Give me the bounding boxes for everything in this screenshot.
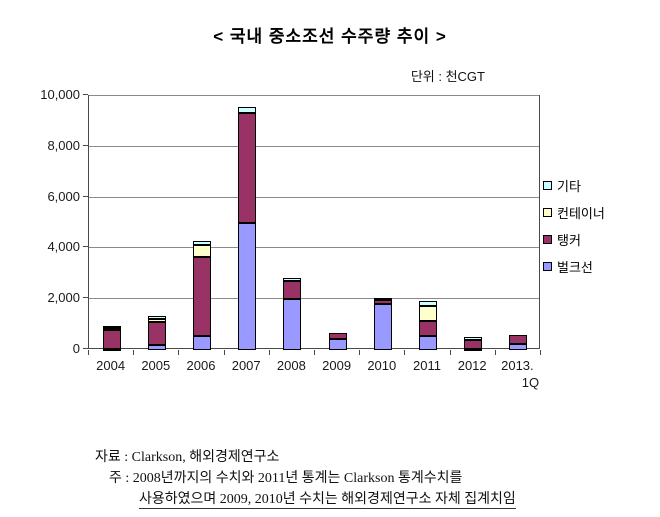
x-axis-label: 2010 <box>367 358 397 373</box>
bar-segment-탱커 <box>283 281 302 300</box>
gridline <box>89 298 539 300</box>
y-axis-tick <box>83 94 88 95</box>
bar-segment-탱커 <box>328 333 347 339</box>
bar-segment-벌크선 <box>373 304 392 350</box>
bar-segment-탱커 <box>238 112 257 223</box>
source-note: 자료 : Clarkson, 해외경제연구소 <box>95 450 280 465</box>
legend-swatch <box>543 262 552 271</box>
y-axis-label: 0 <box>72 341 80 356</box>
y-axis-label: 10,000 <box>40 87 80 102</box>
bar-segment-기타 <box>102 325 121 329</box>
bar-segment-탱커 <box>193 257 211 337</box>
bar-segment-기타 <box>419 300 437 306</box>
bar-segment-탱커 <box>147 322 166 345</box>
bar-segment-벌크선 <box>238 223 257 350</box>
x-axis-label: 2006 <box>186 358 216 373</box>
bar-segment-기타 <box>193 240 211 245</box>
y-axis-tick <box>83 246 88 248</box>
gridline <box>89 95 539 96</box>
bar-segment-컨테이너 <box>147 319 166 323</box>
bar-segment-벌크선 <box>464 349 483 352</box>
x-axis-tick <box>88 350 89 355</box>
y-axis-tick <box>83 195 88 197</box>
x-axis-label: 2008 <box>276 358 306 373</box>
bar-segment-탱커 <box>102 329 121 349</box>
x-axis-tick <box>178 350 179 355</box>
x-axis-label: 2011 <box>413 358 441 373</box>
y-axis-label: 8,000 <box>47 137 80 153</box>
bar-segment-컨테이너 <box>193 244 211 258</box>
bar-segment-컨테이너 <box>102 328 121 331</box>
x-axis-tick <box>269 350 270 355</box>
x-axis-label: 2004 <box>96 358 126 373</box>
footer-notes: 자료 : Clarkson, 해외경제연구소 주 : 2008년까지의 수치와 … <box>95 447 635 510</box>
x-axis-label: 2013. <box>501 358 534 373</box>
legend-item: 벌크선 <box>543 253 605 280</box>
bar-segment-탱커 <box>464 339 483 350</box>
x-axis-label: 2005 <box>141 358 171 373</box>
x-axis-tick <box>314 350 315 355</box>
legend-label: 탱커 <box>557 233 581 248</box>
x-axis-tick <box>404 350 405 355</box>
x-axis-label: 2009 <box>322 358 352 373</box>
unit-label: 단위 : 천CGT <box>410 69 485 84</box>
x-axis-sublabel: 1Q <box>521 375 540 390</box>
gridline <box>89 196 539 198</box>
bar-segment-탱커 <box>419 320 437 337</box>
bar-segment-컨테이너 <box>419 305 437 321</box>
bar-segment-컨테이너 <box>373 297 392 301</box>
y-axis-label: 2,000 <box>47 290 80 306</box>
y-axis-tick <box>83 297 88 299</box>
bar-segment-벌크선 <box>147 344 166 350</box>
bar-segment-벌크선 <box>419 336 437 350</box>
legend-swatch <box>543 181 552 190</box>
x-axis-tick <box>540 350 541 355</box>
legend-swatch <box>543 208 552 217</box>
legend-swatch <box>543 235 552 244</box>
bar-segment-기타 <box>238 107 257 113</box>
y-axis-tick <box>83 348 88 349</box>
legend-label: 벌크선 <box>557 260 593 275</box>
x-axis-tick <box>133 350 134 355</box>
gridline <box>89 145 539 147</box>
x-axis-label: 2007 <box>231 358 261 373</box>
gridline <box>89 247 539 249</box>
bar-segment-기타 <box>464 336 483 340</box>
y-axis-label: 6,000 <box>47 188 80 204</box>
x-axis-tick <box>450 350 451 355</box>
bar-segment-탱커 <box>373 300 392 305</box>
x-axis-tick <box>224 350 225 355</box>
legend-label: 컨테이너 <box>557 206 605 221</box>
x-axis-tick <box>495 350 496 355</box>
x-axis-label: 2012 <box>457 358 487 373</box>
bar-segment-기타 <box>147 315 166 319</box>
bar-segment-벌크선 <box>283 299 302 350</box>
legend-item: 기타 <box>543 172 605 199</box>
bar-segment-탱커 <box>509 334 528 345</box>
bar-segment-벌크선 <box>328 338 347 350</box>
bar-segment-기타 <box>283 277 302 282</box>
legend-item: 컨테이너 <box>543 199 605 226</box>
bar-segment-벌크선 <box>509 344 528 350</box>
plot-area <box>88 95 540 352</box>
bar-segment-벌크선 <box>102 348 121 351</box>
y-axis-label: 4,000 <box>47 239 80 255</box>
legend-item: 탱커 <box>543 226 605 253</box>
legend-label: 기타 <box>557 179 581 194</box>
bar-segment-벌크선 <box>193 336 211 350</box>
note-line-2: 사용하였으며 2009, 2010년 수치는 해외경제연구소 자체 집계치임 <box>139 492 516 509</box>
y-axis-tick <box>83 144 88 146</box>
chart-title: < 국내 중소조선 수주량 추이 > <box>213 27 447 46</box>
x-axis-tick <box>359 350 360 355</box>
note-line-1: 주 : 2008년까지의 수치와 2011년 통계는 Clarkson 통계수치… <box>109 471 463 486</box>
